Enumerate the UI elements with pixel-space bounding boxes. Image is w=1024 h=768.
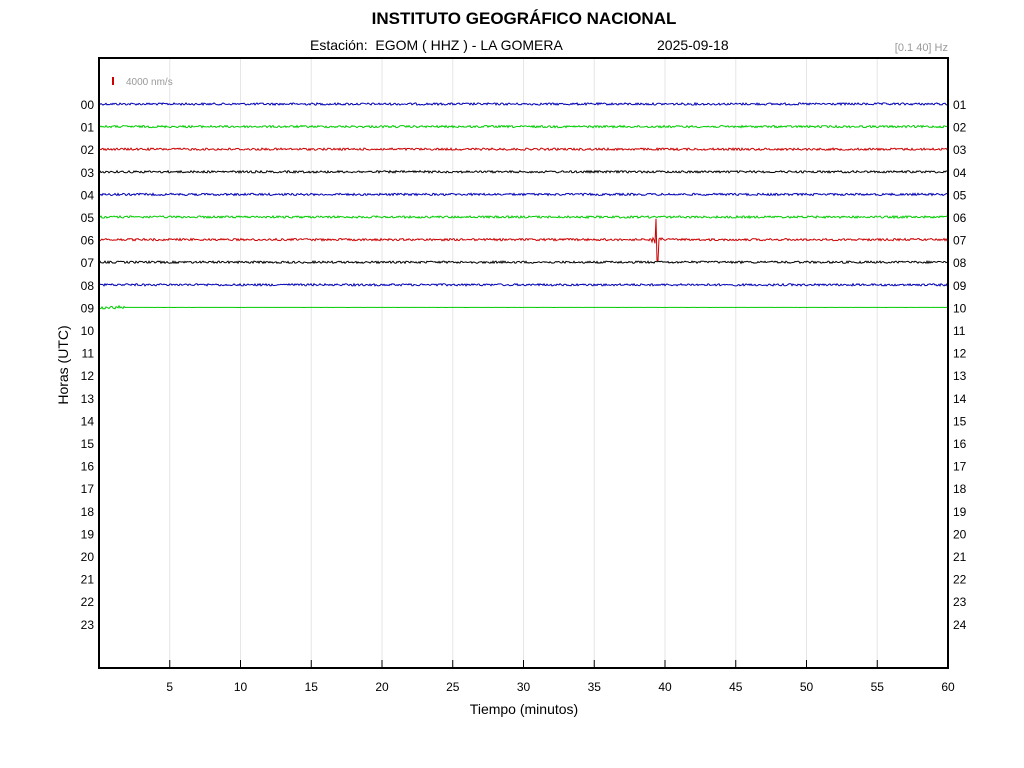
right-hour-label-02: 02 bbox=[953, 121, 967, 135]
right-hour-label-05: 05 bbox=[953, 188, 967, 202]
trace-hour-09 bbox=[98, 304, 949, 310]
right-hour-label-20: 20 bbox=[953, 527, 967, 541]
x-tick-label-50: 50 bbox=[800, 680, 814, 694]
right-hour-label-16: 16 bbox=[953, 437, 967, 451]
trace-hour-08 bbox=[98, 282, 949, 287]
right-hour-label-01: 01 bbox=[953, 98, 967, 112]
station-label: Estación: EGOM ( HHZ ) - LA GOMERA bbox=[310, 37, 563, 53]
left-hour-label-22: 22 bbox=[81, 595, 95, 609]
left-hour-label-14: 14 bbox=[81, 414, 95, 428]
left-hour-label-20: 20 bbox=[81, 550, 95, 564]
right-hour-label-17: 17 bbox=[953, 460, 967, 474]
left-hour-label-19: 19 bbox=[81, 527, 95, 541]
x-tick-label-15: 15 bbox=[305, 680, 319, 694]
left-hour-label-00: 00 bbox=[81, 98, 95, 112]
left-hour-label-01: 01 bbox=[81, 121, 95, 135]
date-label: 2025-09-18 bbox=[657, 37, 729, 53]
trace-hour-07 bbox=[98, 260, 949, 265]
right-hour-label-11: 11 bbox=[953, 324, 966, 338]
traces bbox=[98, 101, 949, 310]
left-hour-label-06: 06 bbox=[81, 234, 95, 248]
left-hour-label-15: 15 bbox=[81, 437, 95, 451]
left-hour-label-12: 12 bbox=[81, 369, 95, 383]
x-tick-label-45: 45 bbox=[729, 680, 743, 694]
right-hour-label-09: 09 bbox=[953, 279, 967, 293]
left-hour-labels: 00 01 02 03 04 05 06 07 08 09 10 11 12 13 14 15 16 17 18 19… bbox=[81, 98, 95, 632]
left-hour-label-04: 04 bbox=[81, 188, 95, 202]
right-hour-label-04: 04 bbox=[953, 166, 967, 180]
right-hour-label-12: 12 bbox=[953, 347, 967, 361]
left-hour-label-05: 05 bbox=[81, 211, 95, 225]
right-hour-label-03: 03 bbox=[953, 143, 967, 157]
filter-label: [0.1 40] Hz bbox=[894, 42, 948, 54]
scale-bar-label: 4000 nm/s bbox=[126, 77, 173, 88]
x-tick-label-40: 40 bbox=[658, 680, 672, 694]
right-hour-label-13: 13 bbox=[953, 369, 967, 383]
left-hour-label-08: 08 bbox=[81, 279, 95, 293]
x-tick-label-20: 20 bbox=[375, 680, 389, 694]
trace-hour-00 bbox=[98, 101, 949, 107]
left-hour-label-11: 11 bbox=[82, 347, 95, 361]
right-hour-labels: 01 02 03 04 05 06 07 08 09 10 11 12 13 14 15 16 17 18 19 20… bbox=[953, 98, 967, 632]
right-hour-label-15: 15 bbox=[953, 414, 967, 428]
x-tick-label-35: 35 bbox=[588, 680, 602, 694]
left-hour-label-07: 07 bbox=[81, 256, 95, 270]
right-hour-label-14: 14 bbox=[953, 392, 967, 406]
right-hour-label-08: 08 bbox=[953, 256, 967, 270]
left-hour-label-17: 17 bbox=[81, 482, 95, 496]
x-tick-label-25: 25 bbox=[446, 680, 460, 694]
x-ticks: 5 10 15 20 25 30 35 40 45 50 55 60 bbox=[166, 660, 955, 694]
trace-hour-03 bbox=[98, 169, 949, 174]
x-tick-label-55: 55 bbox=[871, 680, 885, 694]
left-hour-label-10: 10 bbox=[81, 324, 95, 338]
x-tick-label-60: 60 bbox=[941, 680, 955, 694]
right-hour-label-21: 21 bbox=[953, 550, 967, 564]
chart-title: INSTITUTO GEOGRÁFICO NACIONAL bbox=[371, 9, 677, 28]
left-hour-label-13: 13 bbox=[81, 392, 95, 406]
right-hour-label-18: 18 bbox=[953, 482, 967, 496]
scale-bar bbox=[112, 77, 114, 85]
left-hour-label-03: 03 bbox=[81, 166, 95, 180]
x-tick-label-5: 5 bbox=[166, 680, 173, 694]
left-hour-label-23: 23 bbox=[81, 618, 95, 632]
left-hour-label-09: 09 bbox=[81, 301, 95, 315]
right-hour-label-24: 24 bbox=[953, 618, 967, 632]
trace-hour-06 bbox=[98, 218, 949, 262]
right-hour-label-19: 19 bbox=[953, 505, 967, 519]
left-hour-label-02: 02 bbox=[81, 143, 95, 157]
x-axis-label: Tiempo (minutos) bbox=[470, 701, 578, 717]
x-tick-label-30: 30 bbox=[517, 680, 531, 694]
right-hour-label-06: 06 bbox=[953, 211, 967, 225]
trace-hour-01 bbox=[98, 124, 948, 129]
left-hour-label-18: 18 bbox=[81, 505, 95, 519]
x-tick-label-10: 10 bbox=[234, 680, 248, 694]
left-hour-label-16: 16 bbox=[81, 460, 95, 474]
left-hour-label-21: 21 bbox=[81, 573, 95, 587]
y-axis-label: Horas (UTC) bbox=[55, 325, 71, 404]
right-hour-label-10: 10 bbox=[953, 301, 967, 315]
grid-lines bbox=[169, 58, 878, 668]
right-hour-label-23: 23 bbox=[953, 595, 967, 609]
right-hour-label-22: 22 bbox=[953, 573, 967, 587]
trace-hour-04 bbox=[98, 192, 949, 197]
trace-hour-02 bbox=[98, 147, 949, 152]
right-hour-label-07: 07 bbox=[953, 234, 967, 248]
trace-hour-05 bbox=[98, 214, 949, 220]
